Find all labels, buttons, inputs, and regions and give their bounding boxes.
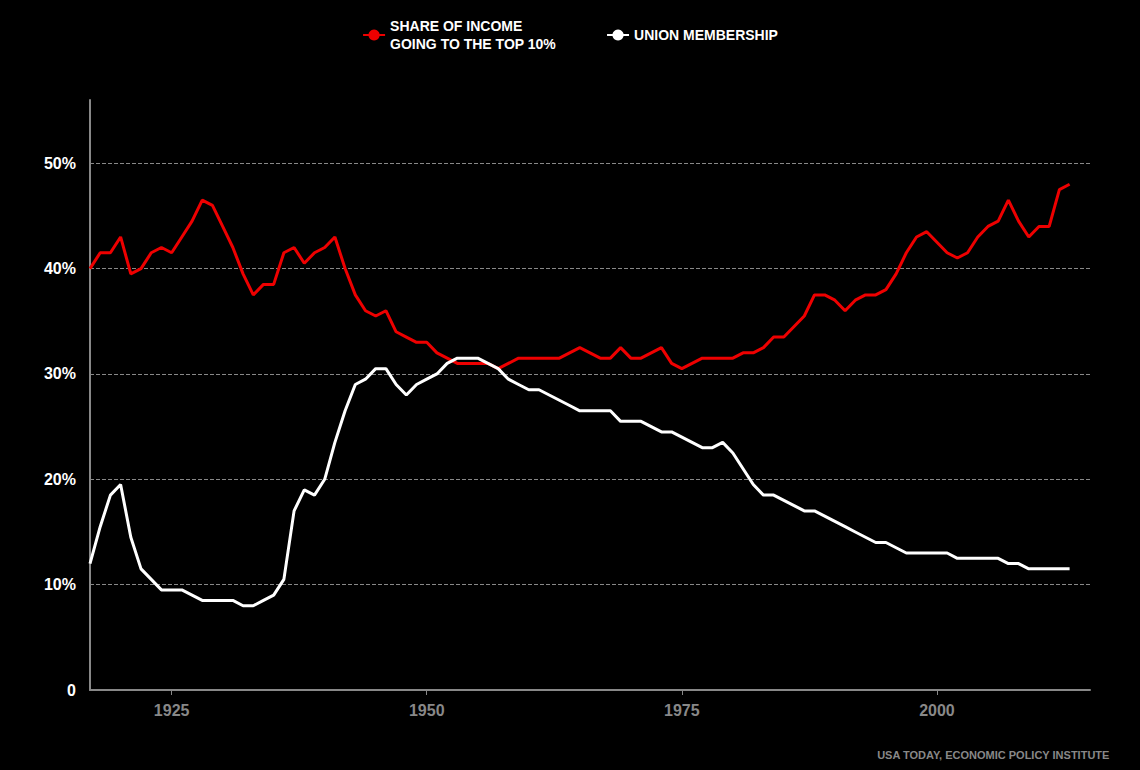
svg-text:30%: 30% <box>44 365 76 382</box>
svg-text:UNION MEMBERSHIP: UNION MEMBERSHIP <box>634 27 778 43</box>
svg-text:1925: 1925 <box>154 702 190 719</box>
svg-text:1950: 1950 <box>409 702 445 719</box>
svg-text:50%: 50% <box>44 155 76 172</box>
svg-text:GOING TO THE TOP 10%: GOING TO THE TOP 10% <box>390 36 556 52</box>
svg-text:20%: 20% <box>44 471 76 488</box>
svg-text:10%: 10% <box>44 576 76 593</box>
svg-text:SHARE OF INCOME: SHARE OF INCOME <box>390 18 522 34</box>
svg-text:0: 0 <box>67 682 76 699</box>
svg-text:2000: 2000 <box>919 702 955 719</box>
svg-text:USA TODAY, ECONOMIC POLICY INS: USA TODAY, ECONOMIC POLICY INSTITUTE <box>877 749 1109 761</box>
svg-text:40%: 40% <box>44 260 76 277</box>
svg-text:1975: 1975 <box>664 702 700 719</box>
